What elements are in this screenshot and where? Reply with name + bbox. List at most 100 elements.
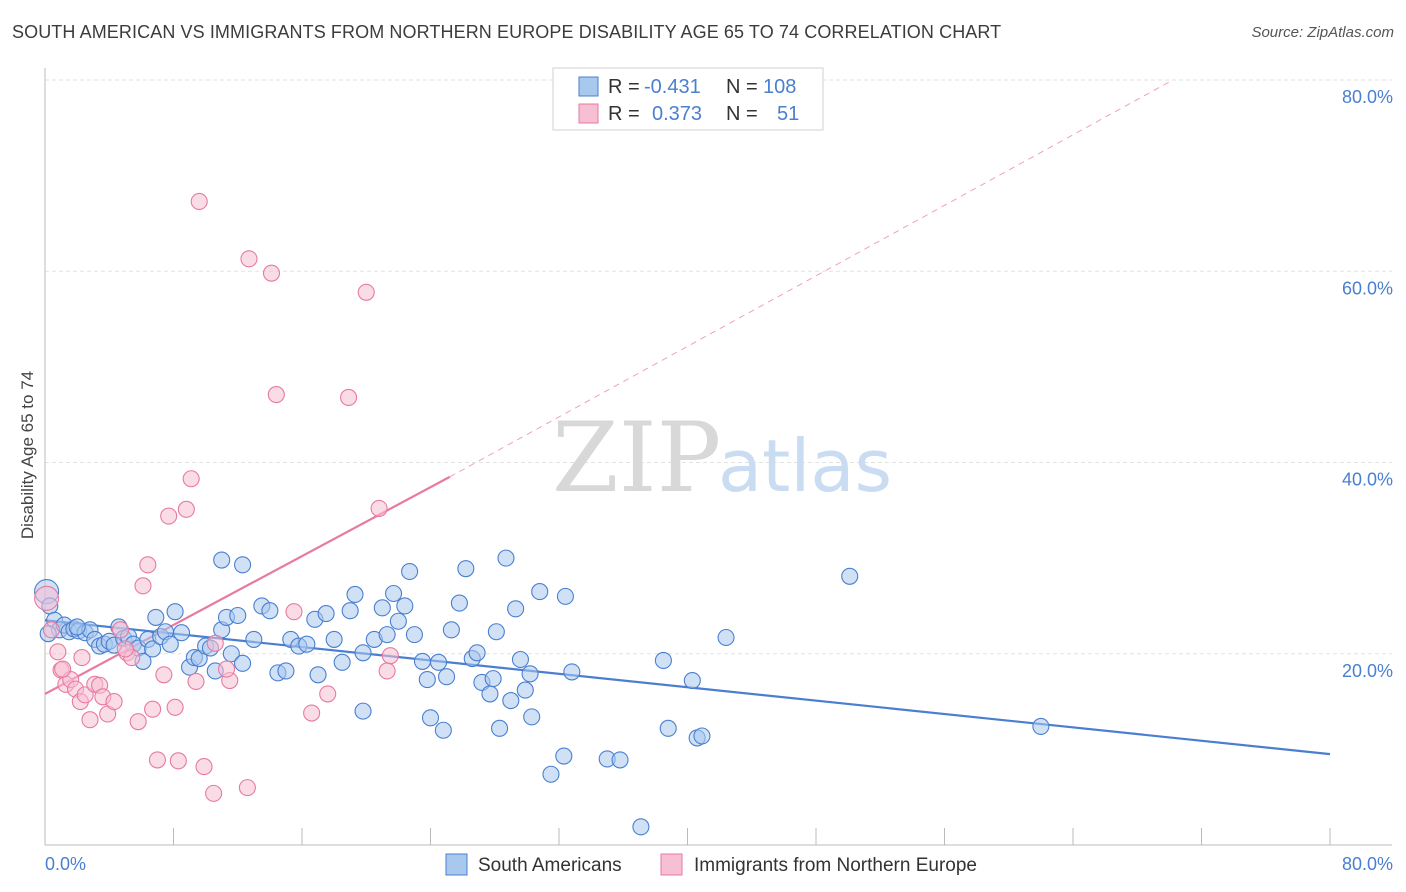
point-south-americans [659,719,677,737]
point-northern-europe [111,621,130,639]
point-northern-europe [195,758,213,776]
y-tick-labels: 20.0% 40.0% 60.0% 80.0% [1342,87,1393,681]
point-south-americans [468,644,486,662]
point-northern-europe [116,640,134,658]
point-south-americans [717,628,735,647]
axes [44,68,1392,846]
point-south-americans [511,650,530,669]
point-south-americans [1032,717,1050,735]
point-south-americans [277,662,295,680]
point-south-americans [354,702,372,720]
point-northern-europe [182,470,200,488]
point-northern-europe [340,388,358,407]
x-tick-label: 0.0% [45,854,86,874]
point-south-americans [354,644,372,662]
point-northern-europe [160,507,178,525]
point-south-americans [542,765,560,783]
series-legend-label: South Americans [478,855,622,876]
point-northern-europe [34,585,60,611]
point-northern-europe [76,686,94,704]
legend-n-label: N = [726,103,758,125]
series-legend-swatch-blue [445,853,468,876]
x-tick-labels: 0.0% 80.0% [45,854,1393,874]
point-south-americans [373,599,391,617]
point-south-americans [222,645,240,663]
x-tick-label: 80.0% [1342,854,1393,874]
point-south-americans [401,562,419,581]
point-northern-europe [370,499,388,517]
y-tick-label: 60.0% [1342,278,1393,298]
point-south-americans [418,671,436,689]
point-northern-europe [81,711,99,729]
point-south-americans [457,560,475,578]
source-credit: Source: ZipAtlas.com [1251,24,1394,41]
point-south-americans [68,618,86,636]
point-northern-europe [134,577,152,595]
point-south-americans [378,626,396,644]
point-northern-europe [155,666,173,684]
point-northern-europe [144,700,162,718]
point-south-americans [385,584,403,603]
chart-title: SOUTH AMERICAN VS IMMIGRANTS FROM NORTHE… [12,22,1002,42]
data-points [34,192,1050,836]
legend-r-value: -0.431 [644,76,701,98]
point-south-americans [438,668,456,686]
y-axis-label: Disability Age 65 to 74 [18,371,37,539]
point-south-americans [333,653,351,671]
point-northern-europe [381,647,399,665]
point-south-americans [484,670,502,688]
point-northern-europe [190,192,208,210]
point-south-americans [245,630,263,648]
point-northern-europe [139,556,157,574]
point-northern-europe [148,751,166,769]
point-northern-europe [267,386,285,404]
point-south-americans [229,606,247,625]
point-south-americans [413,652,432,670]
series-legend-swatch-pink [660,853,683,876]
point-northern-europe [42,621,60,639]
point-northern-europe [285,603,303,621]
point-south-americans [516,681,534,699]
point-south-americans [144,640,162,658]
point-south-americans [405,626,423,644]
point-south-americans [317,605,335,623]
y-tick-label: 80.0% [1342,87,1393,107]
point-northern-europe [54,660,72,678]
point-south-americans [442,621,460,639]
point-northern-europe [73,649,91,667]
point-south-americans [434,721,452,739]
legend-r-value: 0.373 [652,103,702,125]
point-south-americans [611,751,629,769]
watermark: ZIP atlas [552,402,892,514]
point-south-americans [309,666,327,684]
point-south-americans [298,635,316,653]
point-south-americans [429,653,448,671]
point-northern-europe [217,660,236,678]
point-northern-europe [303,704,321,722]
point-south-americans [341,602,359,620]
point-northern-europe [166,698,184,716]
point-south-americans [523,708,541,726]
point-south-americans [346,585,364,604]
legend-n-value: 108 [763,76,796,98]
point-south-americans [841,567,859,585]
point-northern-europe [238,779,256,797]
point-northern-europe [105,693,123,711]
point-south-americans [487,623,505,641]
legend-r-label: R = [608,76,640,98]
point-south-americans [497,549,515,567]
point-northern-europe [240,250,258,268]
point-northern-europe [187,672,205,691]
legend-swatch-blue [578,76,599,97]
point-south-americans [261,602,279,620]
point-south-americans [481,685,499,703]
legend-n-value: 51 [777,103,799,125]
point-south-americans [563,663,581,681]
point-northern-europe [262,264,281,282]
point-south-americans [234,654,252,672]
point-south-americans [325,630,343,648]
point-south-americans [693,727,711,745]
point-south-americans [531,583,549,601]
point-south-americans [502,692,520,710]
